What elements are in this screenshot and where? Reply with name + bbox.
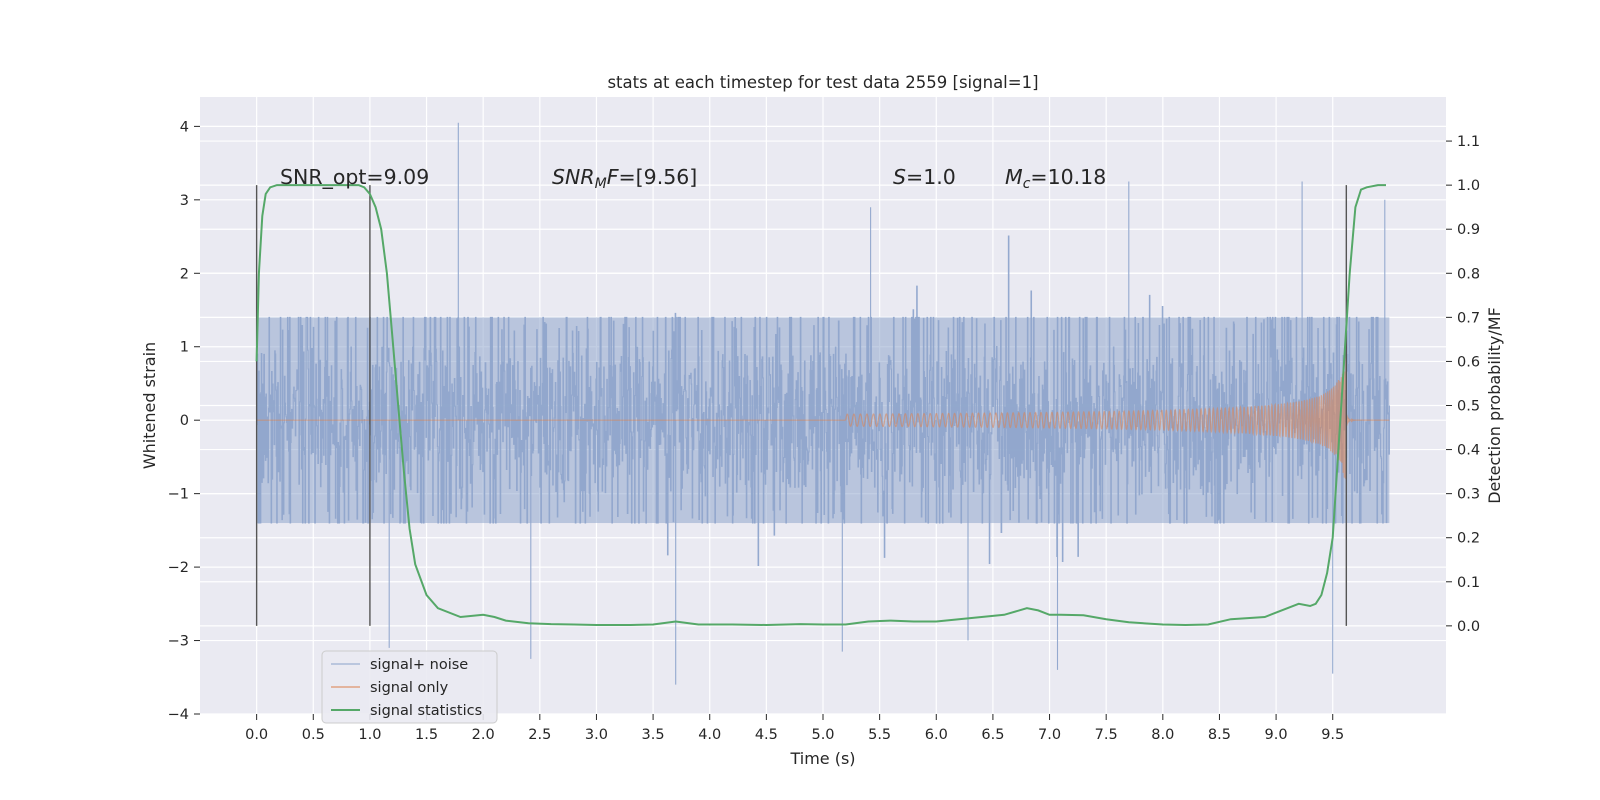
x-tick-label: 6.0 bbox=[925, 727, 948, 743]
y2-tick-label: 1.0 bbox=[1457, 178, 1480, 194]
x-tick-label: 1.0 bbox=[358, 727, 381, 743]
legend-box bbox=[321, 650, 498, 724]
x-tick-label: 3.0 bbox=[585, 727, 608, 743]
y2-tick-label: 0.0 bbox=[1457, 619, 1480, 635]
y2-tick-label: 0.2 bbox=[1457, 531, 1480, 547]
x-tick-label: 2.5 bbox=[528, 727, 551, 743]
annotation-s: S=1.0 bbox=[893, 165, 956, 189]
y-tick-label: −4 bbox=[168, 707, 189, 723]
legend-label: signal statistics bbox=[370, 703, 482, 719]
x-axis-label: Time (s) bbox=[789, 749, 855, 768]
signal-only-line bbox=[256, 356, 1390, 479]
x-tick-label: 7.5 bbox=[1095, 727, 1118, 743]
y2-tick-label: 0.4 bbox=[1457, 443, 1480, 459]
series-signal-only bbox=[256, 356, 1390, 479]
y2-tick-label: 0.1 bbox=[1457, 575, 1480, 591]
y2-tick-label: 0.5 bbox=[1457, 399, 1480, 415]
vertical-markers bbox=[255, 185, 1348, 626]
annotation-snr-opt: SNR_opt=9.09 bbox=[280, 165, 429, 190]
x-tick-label: 0.5 bbox=[302, 727, 325, 743]
y-tick-label: −1 bbox=[168, 487, 189, 503]
x-tick-label: 8.0 bbox=[1151, 727, 1174, 743]
x-tick-label: 4.5 bbox=[755, 727, 778, 743]
x-tick-label: 3.5 bbox=[642, 727, 665, 743]
signal-statistics-line bbox=[255, 184, 1386, 627]
y2-tick-label: 0.6 bbox=[1457, 354, 1480, 370]
x-tick-label: 9.5 bbox=[1321, 727, 1344, 743]
y-tick-label: −3 bbox=[168, 634, 189, 650]
x-tick-label: 4.0 bbox=[698, 727, 721, 743]
annotation-snr-mf-rest: F bbox=[607, 165, 620, 189]
y-tick-label: 1 bbox=[180, 340, 189, 356]
chart-title: stats at each timestep for test data 255… bbox=[607, 73, 1038, 92]
y2-tick-label: 0.8 bbox=[1457, 266, 1480, 282]
x-tick-label: 2.0 bbox=[472, 727, 495, 743]
y-tick-label: 2 bbox=[180, 266, 189, 282]
legend-label: signal+ noise bbox=[370, 657, 468, 673]
x-tick-label: 7.0 bbox=[1038, 727, 1061, 743]
x-tick-label: 0.0 bbox=[245, 727, 268, 743]
x-tick-label: 5.0 bbox=[811, 727, 834, 743]
y-tick-label: 4 bbox=[180, 119, 189, 135]
y2-axis-label: Detection probability/MF bbox=[1485, 307, 1504, 504]
y-tick-label: 3 bbox=[180, 193, 189, 209]
annotation-s-value: =1.0 bbox=[906, 165, 956, 189]
annotation-mc: Mc=10.18 bbox=[1005, 165, 1106, 192]
series-signal-statistics bbox=[255, 184, 1386, 627]
annotation-mc-value: =10.18 bbox=[1030, 165, 1106, 189]
annotation-mc-symbol: M bbox=[1005, 165, 1023, 189]
y2-tick-label: 0.9 bbox=[1457, 222, 1480, 238]
annotation-snr-mf-value: =[9.56] bbox=[618, 165, 697, 189]
x-tick-label: 8.5 bbox=[1208, 727, 1231, 743]
y-tick-label: −2 bbox=[168, 560, 189, 576]
annotation-snr-mf-subscript: M bbox=[595, 176, 607, 192]
annotation-snr-mf: SNRMF=[9.56] bbox=[552, 165, 697, 192]
x-tick-label: 6.5 bbox=[981, 727, 1004, 743]
y2-tick-label: 0.3 bbox=[1457, 487, 1480, 503]
legend: signal+ noise signal only signal statistic… bbox=[321, 650, 498, 724]
y2-tick-label: 0.7 bbox=[1457, 310, 1480, 326]
x-tick-label: 9.0 bbox=[1265, 727, 1288, 743]
y2-tick-label: 1.1 bbox=[1457, 134, 1480, 150]
legend-label: signal only bbox=[370, 680, 449, 696]
annotation-mc-subscript: c bbox=[1023, 176, 1031, 192]
annotation-snr-mf-symbol: SNR bbox=[552, 165, 595, 189]
y-tick-label: 0 bbox=[180, 413, 189, 429]
axis-ticks: 0.0 0.5 1.0 1.5 2.0 2.5 3.0 3.5 4.0 4.5 5.0 5.5 6.0 6… bbox=[168, 119, 1480, 743]
x-tick-label: 5.5 bbox=[868, 727, 891, 743]
y-axis-label: Whitened strain bbox=[140, 342, 159, 469]
x-tick-label: 1.5 bbox=[415, 727, 438, 743]
annotation-s-symbol: S bbox=[893, 165, 906, 189]
